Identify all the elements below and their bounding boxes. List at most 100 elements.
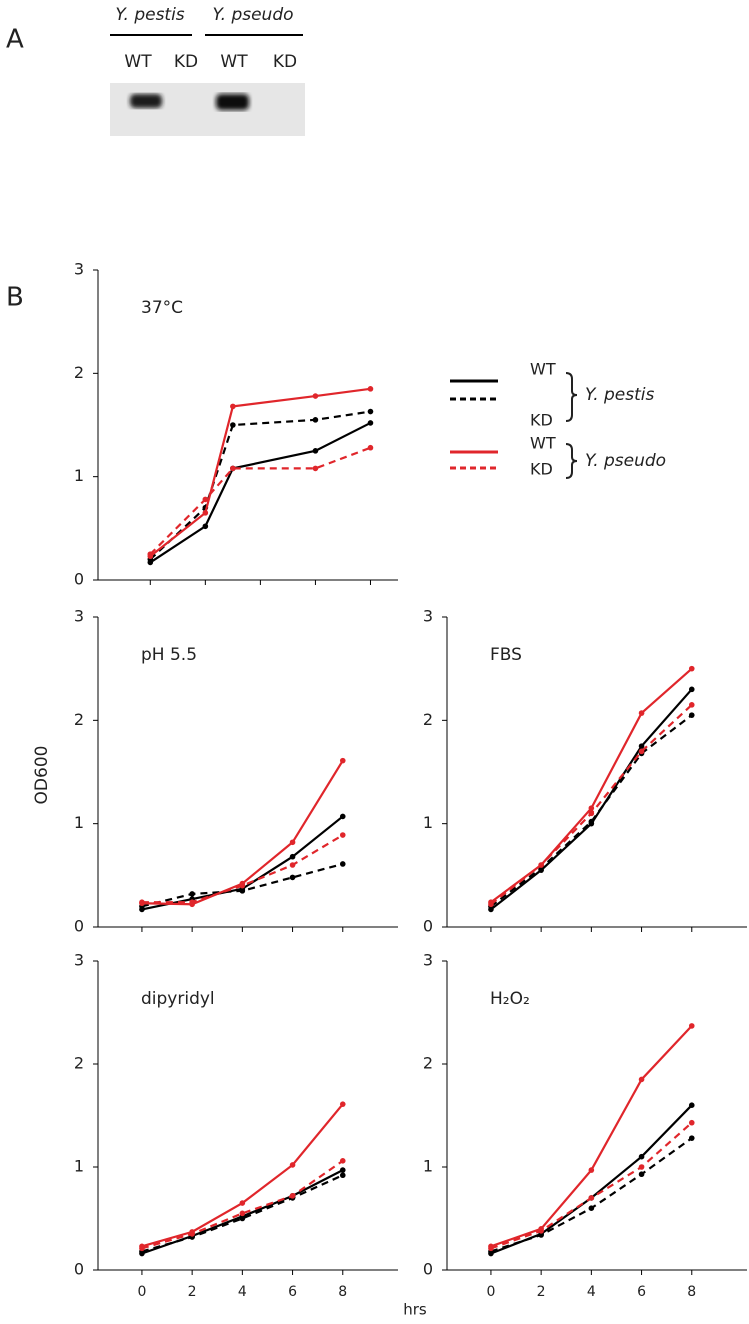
data-point <box>289 853 296 860</box>
data-point <box>339 1172 346 1179</box>
data-point <box>339 832 346 838</box>
data-point <box>688 1102 695 1108</box>
legend-group: Y. pestis <box>585 385 654 405</box>
x-tick-label: 8 <box>687 1284 696 1300</box>
chart-title: dipyridyl <box>141 989 215 1009</box>
lane-label: WT <box>124 52 152 72</box>
gel-band <box>130 94 162 108</box>
y-tick-label: 1 <box>74 466 84 485</box>
y-axis-label: OD600 <box>32 746 52 805</box>
data-point <box>202 523 209 530</box>
series-line <box>490 704 693 906</box>
data-point <box>367 408 374 415</box>
data-point <box>339 1167 346 1173</box>
data-point <box>339 861 346 867</box>
series-line <box>149 410 371 561</box>
data-point <box>588 810 595 817</box>
data-point <box>239 1200 246 1206</box>
chart-title: FBS <box>490 645 522 665</box>
y-tick-label: 3 <box>74 951 84 970</box>
data-point <box>147 551 154 557</box>
data-point <box>688 686 695 693</box>
x-tick-label: 2 <box>188 1284 197 1300</box>
data-point <box>239 888 246 894</box>
series-line <box>490 1104 693 1255</box>
legend-label: WT <box>530 360 556 379</box>
data-point <box>538 1232 544 1238</box>
y-tick-label: 3 <box>423 607 433 626</box>
series-line <box>149 421 371 564</box>
data-point <box>339 813 346 820</box>
data-point <box>588 1195 595 1201</box>
y-tick-label: 1 <box>423 1157 433 1176</box>
data-point <box>312 448 319 454</box>
data-point <box>189 891 195 897</box>
x-tick-label: 4 <box>238 1284 247 1300</box>
series-line <box>490 667 693 904</box>
series-line <box>490 1137 693 1253</box>
legend-label: KD <box>530 460 553 479</box>
data-point <box>367 386 374 392</box>
data-point <box>688 1135 695 1141</box>
series-line <box>490 688 693 911</box>
data-point <box>588 1167 595 1173</box>
data-point <box>189 899 195 905</box>
series-line <box>141 815 344 911</box>
y-tick-label: 0 <box>423 917 433 936</box>
legend-label: WT <box>530 434 556 453</box>
y-tick-label: 2 <box>423 710 433 729</box>
legend-group: Y. pseudo <box>585 451 666 471</box>
data-point <box>488 1245 494 1252</box>
lane-label: WT <box>220 52 248 72</box>
x-tick-label: 8 <box>338 1284 347 1300</box>
y-tick-label: 0 <box>423 1260 433 1279</box>
data-point <box>339 757 346 764</box>
data-point <box>638 748 645 755</box>
gel-band <box>216 94 249 110</box>
data-point <box>289 862 296 868</box>
data-point <box>239 882 246 889</box>
data-point <box>588 1205 595 1211</box>
data-point <box>638 743 645 749</box>
data-point <box>289 1193 296 1199</box>
data-point <box>638 1164 645 1170</box>
series-line <box>490 714 693 908</box>
series-line <box>141 1103 344 1248</box>
series-line <box>141 1159 344 1250</box>
y-tick-label: 2 <box>74 363 84 382</box>
data-point <box>688 1023 695 1029</box>
data-point <box>239 1215 246 1222</box>
y-tick-label: 0 <box>74 1260 84 1279</box>
data-point <box>538 1228 544 1234</box>
panel-label: B <box>6 283 24 313</box>
series-line <box>149 387 371 558</box>
data-point <box>367 420 374 426</box>
data-point <box>289 1162 296 1168</box>
group-label: Y. pseudo <box>212 5 293 25</box>
chart-title: H₂O₂ <box>490 989 530 1009</box>
data-point <box>638 710 645 716</box>
data-point <box>688 1119 695 1126</box>
x-axis-label: hrs <box>403 1301 427 1319</box>
chart-title: 37°C <box>141 298 183 318</box>
data-point <box>367 444 374 451</box>
y-tick-label: 3 <box>74 607 84 626</box>
data-point <box>202 510 209 516</box>
x-tick-label: 2 <box>537 1284 546 1300</box>
series-line <box>149 446 371 555</box>
data-point <box>230 422 236 428</box>
data-point <box>312 393 319 399</box>
gel <box>110 83 305 136</box>
y-tick-label: 2 <box>74 710 84 729</box>
data-point <box>688 665 695 672</box>
data-point <box>239 1210 246 1217</box>
y-tick-label: 3 <box>423 951 433 970</box>
y-tick-label: 3 <box>74 260 84 279</box>
y-tick-label: 2 <box>423 1054 433 1073</box>
panel-label: A <box>6 25 24 55</box>
y-tick-label: 1 <box>423 813 433 832</box>
data-point <box>688 712 695 718</box>
y-tick-label: 0 <box>74 570 84 589</box>
data-point <box>202 496 209 503</box>
